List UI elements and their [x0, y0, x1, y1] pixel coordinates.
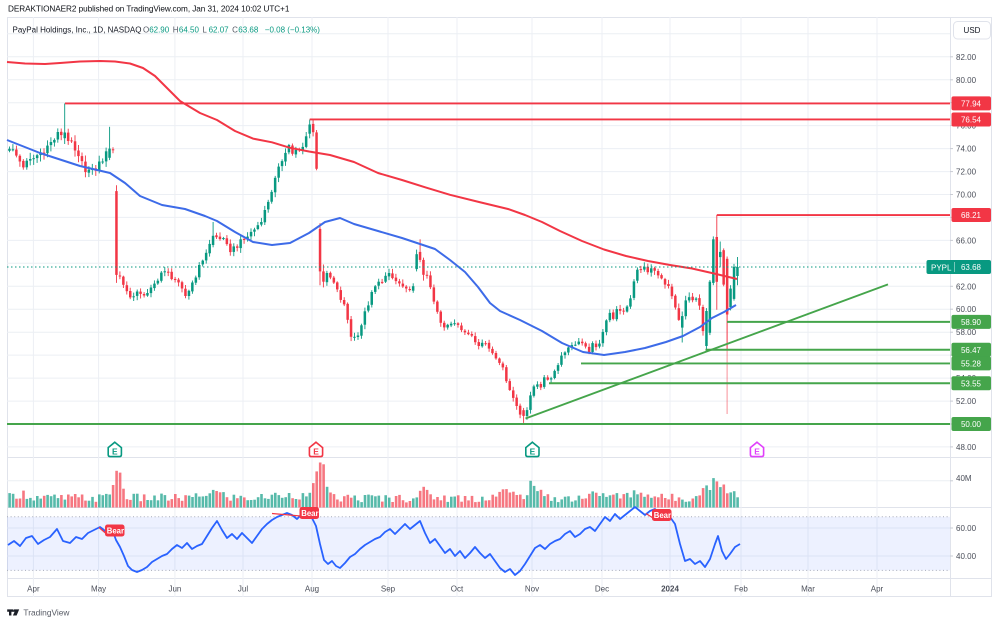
- svg-text:80.00: 80.00: [956, 76, 977, 85]
- svg-text:77.94: 77.94: [961, 99, 982, 108]
- svg-text:63.68: 63.68: [238, 26, 259, 35]
- svg-text:Bear: Bear: [301, 509, 318, 518]
- svg-text:58.90: 58.90: [961, 318, 982, 327]
- svg-text:74.00: 74.00: [956, 145, 977, 154]
- svg-text:62.90: 62.90: [149, 26, 170, 35]
- svg-text:Apr: Apr: [27, 585, 40, 594]
- svg-text:Nov: Nov: [525, 585, 539, 594]
- svg-text:E: E: [754, 446, 760, 456]
- svg-text:40.00: 40.00: [956, 552, 977, 561]
- svg-text:E: E: [112, 446, 118, 456]
- svg-text:60.00: 60.00: [956, 524, 977, 533]
- svg-text:−0.08 (−0.13%): −0.08 (−0.13%): [265, 26, 320, 35]
- svg-text:56.47: 56.47: [961, 346, 982, 355]
- svg-text:40M: 40M: [956, 474, 972, 483]
- svg-text:62.07: 62.07: [209, 26, 230, 35]
- svg-text:82.00: 82.00: [956, 53, 977, 62]
- svg-text:64.50: 64.50: [179, 26, 200, 35]
- svg-text:C: C: [232, 26, 238, 35]
- svg-text:70.00: 70.00: [956, 191, 977, 200]
- svg-text:E: E: [530, 446, 536, 456]
- svg-text:L: L: [202, 26, 207, 35]
- svg-text:Aug: Aug: [305, 585, 319, 594]
- svg-text:Bear: Bear: [654, 511, 671, 520]
- svg-text:Sep: Sep: [381, 585, 396, 594]
- svg-text:Apr: Apr: [871, 585, 884, 594]
- svg-text:48.00: 48.00: [956, 443, 977, 452]
- svg-text:53.55: 53.55: [961, 379, 982, 388]
- svg-text:Mar: Mar: [801, 585, 815, 594]
- svg-text:50.00: 50.00: [961, 420, 982, 429]
- svg-text:USD: USD: [964, 26, 981, 35]
- svg-text:52.00: 52.00: [956, 397, 977, 406]
- svg-text:PayPal Holdings, Inc., 1D, NAS: PayPal Holdings, Inc., 1D, NASDAQ: [13, 26, 142, 35]
- svg-text:63.68: 63.68: [961, 263, 982, 272]
- svg-text:Jul: Jul: [238, 585, 248, 594]
- svg-text:72.00: 72.00: [956, 168, 977, 177]
- svg-text:Jun: Jun: [168, 585, 181, 594]
- svg-text:76.54: 76.54: [961, 116, 982, 125]
- svg-text:H: H: [173, 26, 179, 35]
- svg-text:May: May: [91, 585, 106, 594]
- svg-text:58.00: 58.00: [956, 328, 977, 337]
- svg-text:Bear: Bear: [107, 527, 124, 536]
- svg-text:Dec: Dec: [595, 585, 609, 594]
- svg-text:O: O: [143, 26, 149, 35]
- svg-text:TradingView: TradingView: [23, 607, 70, 617]
- svg-text:Oct: Oct: [451, 585, 464, 594]
- svg-text:55.28: 55.28: [961, 359, 982, 368]
- svg-text:E: E: [313, 446, 319, 456]
- svg-text:68.21: 68.21: [961, 211, 982, 220]
- svg-text:Feb: Feb: [734, 585, 748, 594]
- svg-text:60.00: 60.00: [956, 305, 977, 314]
- svg-text:DERAKTIONAER2 published on Tra: DERAKTIONAER2 published on TradingView.c…: [8, 5, 290, 14]
- svg-text:PYPL: PYPL: [931, 263, 952, 272]
- svg-text:62.00: 62.00: [956, 282, 977, 291]
- svg-text:2024: 2024: [661, 585, 679, 594]
- svg-text:66.00: 66.00: [956, 236, 977, 245]
